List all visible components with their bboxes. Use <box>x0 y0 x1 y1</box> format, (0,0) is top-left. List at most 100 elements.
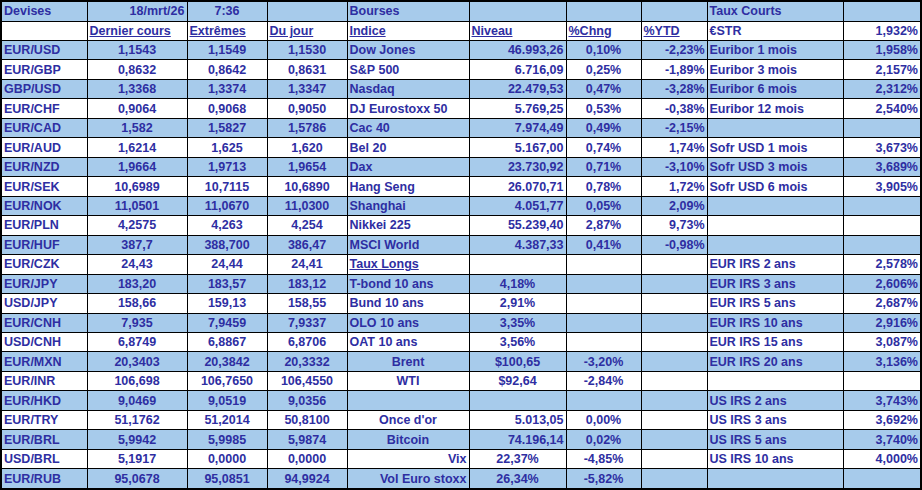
empty-cell <box>566 1 641 21</box>
table-row: EUR/CHF0,90640,90680,9050DJ Eurostoxx 50… <box>1 99 921 118</box>
currency-pair: EUR/CNH <box>1 313 87 332</box>
currency-pair: EUR/CHF <box>1 99 87 118</box>
rate-name: Euribor 3 mois <box>707 60 843 79</box>
du-jour-value: 183,12 <box>267 274 347 293</box>
col-header-extremes: Extrêmes <box>187 21 267 40</box>
table-row: EUR/CNH7,9357,94597,9337OLO 10 ans3,35%E… <box>1 313 921 332</box>
du-jour-value: 1,3347 <box>267 79 347 98</box>
chng-value: 0,47% <box>566 79 641 98</box>
table-row: USD/CNH6,87496,88676,8706OAT 10 ans3,56%… <box>1 333 921 352</box>
bond-yield: 2,91% <box>469 294 566 313</box>
rate-name: €STR <box>707 21 843 40</box>
bond-yield: 4,18% <box>469 274 566 293</box>
ytd-value: -3,10% <box>641 157 707 176</box>
extremes-value: 0,9068 <box>187 99 267 118</box>
chng-value: 0,41% <box>566 235 641 254</box>
dernier-cours-value: 20,3403 <box>87 352 187 371</box>
du-jour-value: 11,0300 <box>267 196 347 215</box>
table-row: EUR/INR106,698106,7650106,4550WTI$92,64-… <box>1 371 921 390</box>
dernier-cours-value: 1,3368 <box>87 79 187 98</box>
empty-cell <box>469 255 566 274</box>
rate-name: Sofr USD 6 mois <box>707 177 843 196</box>
currency-pair: EUR/GBP <box>1 60 87 79</box>
empty-cell <box>843 371 921 390</box>
chng-value: 0,02% <box>566 430 641 449</box>
extremes-value: 6,8867 <box>187 333 267 352</box>
niveau-value: $100,65 <box>469 352 566 371</box>
extremes-value: 1,1549 <box>187 40 267 59</box>
du-jour-value: 0,8631 <box>267 60 347 79</box>
currency-pair: EUR/CZK <box>1 255 87 274</box>
extremes-value: 51,2014 <box>187 410 267 429</box>
empty-cell <box>566 391 641 410</box>
col-header-indice: Indice <box>347 21 469 40</box>
currency-pair: USD/JPY <box>1 294 87 313</box>
rate-value: 3,905% <box>843 177 921 196</box>
empty-cell <box>641 391 707 410</box>
table-row: EUR/AUD1,62141,6251,620Bel 205.167,000,7… <box>1 138 921 157</box>
chng-value: 0,74% <box>566 138 641 157</box>
extremes-value: 9,0519 <box>187 391 267 410</box>
extremes-value: 11,0670 <box>187 196 267 215</box>
empty-cell <box>566 255 641 274</box>
empty-cell <box>641 371 707 390</box>
empty-cell <box>641 274 707 293</box>
index-name: S&P 500 <box>347 60 469 79</box>
niveau-value: $92,64 <box>469 371 566 390</box>
table-row: EUR/RUB95,067895,085194,9924Vol Euro sto… <box>1 469 921 489</box>
table-row: EUR/CAD1,5821,58271,5786Cac 407.974,490,… <box>1 118 921 137</box>
instrument-name: Vol Euro stoxx <box>347 469 469 489</box>
rate-name: EUR IRS 2 ans <box>707 255 843 274</box>
extremes-value: 388,700 <box>187 235 267 254</box>
bond-name: OLO 10 ans <box>347 313 469 332</box>
rate-value: 3,087% <box>843 333 921 352</box>
table-row: USD/JPY158,66159,13158,55Bund 10 ans2,91… <box>1 294 921 313</box>
instrument-name: Vix <box>347 449 469 468</box>
empty-cell <box>843 216 921 235</box>
table-row: EUR/TRY51,176251,201450,8100Once d'or5.0… <box>1 410 921 429</box>
dernier-cours-value: 24,43 <box>87 255 187 274</box>
empty-cell <box>566 333 641 352</box>
niveau-value: 5.167,00 <box>469 138 566 157</box>
dernier-cours-value: 387,7 <box>87 235 187 254</box>
empty-cell <box>843 196 921 215</box>
index-name: Nasdaq <box>347 79 469 98</box>
empty-cell <box>641 294 707 313</box>
dernier-cours-value: 95,0678 <box>87 469 187 489</box>
rate-value: 2,540% <box>843 99 921 118</box>
rate-value: 3,692% <box>843 410 921 429</box>
extremes-value: 159,13 <box>187 294 267 313</box>
empty-cell <box>707 235 843 254</box>
empty-cell <box>707 216 843 235</box>
dernier-cours-value: 158,66 <box>87 294 187 313</box>
extremes-value: 20,3842 <box>187 352 267 371</box>
niveau-value: 26,34% <box>469 469 566 489</box>
du-jour-value: 1,5786 <box>267 118 347 137</box>
rate-name: US IRS 2 ans <box>707 391 843 410</box>
niveau-value: 5.769,25 <box>469 99 566 118</box>
extremes-value: 10,7115 <box>187 177 267 196</box>
extremes-value: 1,3374 <box>187 79 267 98</box>
dernier-cours-value: 0,8632 <box>87 60 187 79</box>
currency-pair: EUR/HKD <box>1 391 87 410</box>
table-row: EUR/PLN4,25754,2634,254Nikkei 22555.239,… <box>1 216 921 235</box>
niveau-value: 22.479,53 <box>469 79 566 98</box>
ytd-value: 1,74% <box>641 138 707 157</box>
du-jour-value: 106,4550 <box>267 371 347 390</box>
dernier-cours-value: 183,20 <box>87 274 187 293</box>
extremes-value: 106,7650 <box>187 371 267 390</box>
index-name: Dax <box>347 157 469 176</box>
table-row: EUR/NZD1,96641,97131,9654Dax23.730,920,7… <box>1 157 921 176</box>
index-name: Hang Seng <box>347 177 469 196</box>
ytd-value: -1,89% <box>641 60 707 79</box>
col-header-ytd: %YTD <box>641 21 707 40</box>
dernier-cours-value: 5,1917 <box>87 449 187 468</box>
instrument-name: Once d'or <box>347 410 469 429</box>
empty-cell <box>843 1 921 21</box>
extremes-value: 5,9985 <box>187 430 267 449</box>
chng-value: 0,25% <box>566 60 641 79</box>
empty-cell <box>641 352 707 371</box>
empty-cell <box>641 313 707 332</box>
extremes-value: 95,0851 <box>187 469 267 489</box>
rate-value: 3,740% <box>843 430 921 449</box>
